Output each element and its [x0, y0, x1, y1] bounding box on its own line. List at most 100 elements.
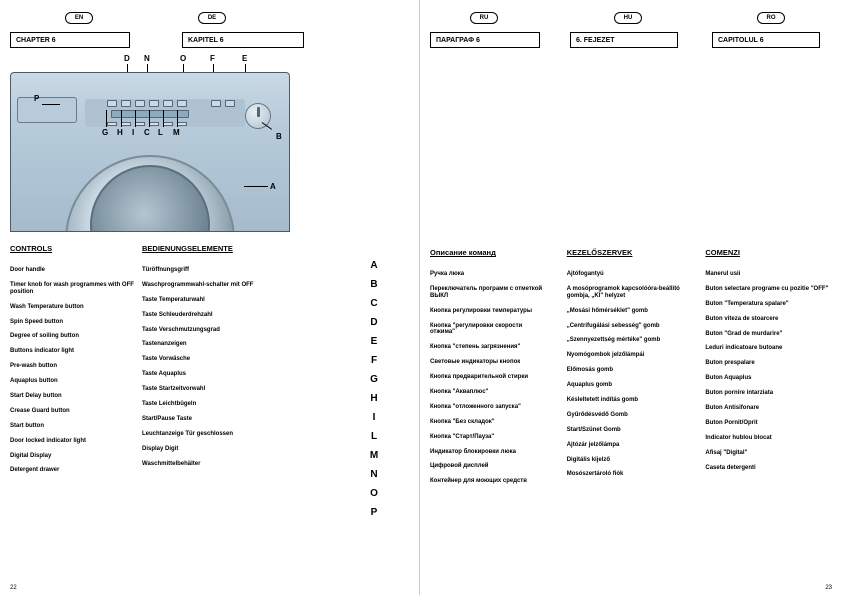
- chapter-en: CHAPTER 6: [10, 32, 130, 48]
- list-item: Indicator hublou blocat: [705, 435, 832, 442]
- heading-en: CONTROLS: [10, 244, 136, 253]
- letter-ref: C: [362, 298, 386, 309]
- machine-body: [10, 72, 290, 232]
- list-item: Ajtófogantyú: [567, 271, 694, 278]
- chapter-de: KAPITEL 6: [182, 32, 304, 48]
- chapter-hu: 6. FEJEZET: [570, 32, 678, 48]
- letter-ref: F: [362, 355, 386, 366]
- chapter-row-right: ПАРАГРАФ 6 6. FEJEZET CAPITOLUL 6: [430, 32, 832, 48]
- left-columns: CONTROLS Door handle Timer knob for wash…: [10, 244, 409, 518]
- list-item: Кнопка "отложенного запуска": [430, 404, 549, 411]
- list-item: Caseta detergenti: [705, 465, 832, 472]
- list-item: Buton "Temperatura spalare": [705, 301, 832, 308]
- list-item: Ручка люка: [430, 271, 549, 278]
- list-item: Кнопка регулировки температуры: [430, 308, 549, 315]
- callout-F: F: [210, 54, 215, 63]
- list-item: Переключатель программ с отметкой ВЫКЛ: [430, 286, 549, 300]
- lang-en-oval: EN: [65, 12, 93, 24]
- callout-P: P: [34, 94, 39, 103]
- list-item: Кнопка "Старт/Пауза": [430, 434, 549, 441]
- detergent-drawer: [17, 97, 77, 123]
- callout-O: O: [180, 54, 186, 63]
- list-item: Türöffnungsgriff: [142, 267, 272, 274]
- list-item: Előmosás gomb: [567, 367, 694, 374]
- list-item: Start button: [10, 423, 136, 430]
- list-item: Digitális kijelző: [567, 457, 694, 464]
- callout-G: G: [102, 128, 108, 137]
- page-num-right: 23: [825, 585, 832, 591]
- list-item: Spin Speed button: [10, 319, 136, 326]
- list-item: Buton "Grad de murdarire": [705, 331, 832, 338]
- list-item: Buton Antisifonare: [705, 405, 832, 412]
- list-item: Wash Temperature button: [10, 304, 136, 311]
- list-item: Nyomógombok jelzőlámpái: [567, 352, 694, 359]
- letter-ref: G: [362, 374, 386, 385]
- callout-C: C: [144, 128, 150, 137]
- list-item: A mosóprogramok kapcsolóóra-beállító gom…: [567, 286, 694, 300]
- page-right: RU HU RO ПАРАГРАФ 6 6. FEJEZET CAPITOLUL…: [420, 0, 842, 595]
- list-item: Taste Temperaturwahl: [142, 297, 272, 304]
- chapter-ru: ПАРАГРАФ 6: [430, 32, 540, 48]
- list-item: Цифровой дисплей: [430, 463, 549, 470]
- list-item: Aquaplus button: [10, 378, 136, 385]
- letter-ref: P: [362, 507, 386, 518]
- right-columns: Описание команд Ручка люка Переключатель…: [430, 248, 832, 485]
- list-item: Buton prespalare: [705, 360, 832, 367]
- callout-D: D: [124, 54, 130, 63]
- letter-ref: I: [362, 412, 386, 423]
- list-item: Taste Leichtbügeln: [142, 401, 272, 408]
- page-num-left: 22: [10, 585, 17, 591]
- list-item: Start Delay button: [10, 393, 136, 400]
- list-item: Buton Aquaplus: [705, 375, 832, 382]
- list-item: Индикатор блокировки люка: [430, 449, 549, 456]
- letter-ref: D: [362, 317, 386, 328]
- letter-ref: A: [362, 260, 386, 271]
- lang-ru-oval: RU: [470, 12, 498, 24]
- list-item: Taste Vorwäsche: [142, 356, 272, 363]
- col-hu: KEZELŐSZERVEK Ajtófogantyú A mosóprogram…: [567, 248, 694, 485]
- heading-hu: KEZELŐSZERVEK: [567, 248, 694, 257]
- list-item: Taste Verschmutzungsgrad: [142, 327, 272, 334]
- washing-machine-diagram: D N O F E: [10, 54, 290, 234]
- list-item: Контейнер для моющих средств: [430, 478, 549, 485]
- list-item: Кнопка "Акваплюс": [430, 389, 549, 396]
- col-de: BEDIENUNGSELEMENTE Türöffnungsgriff Wasc…: [142, 244, 272, 518]
- lang-de-oval: DE: [198, 12, 226, 24]
- list-item: Кнопка "регулировки скорости отжима": [430, 323, 549, 337]
- list-item: Door handle: [10, 267, 136, 274]
- list-item: Taste Aquaplus: [142, 371, 272, 378]
- chapter-row-left: CHAPTER 6 KAPITEL 6: [10, 32, 409, 48]
- lang-row-right: RU HU RO: [430, 12, 832, 24]
- list-item: Taste Schleuderdrehzahl: [142, 312, 272, 319]
- callout-B: B: [276, 132, 282, 141]
- list-item: Leduri indicatoare butoane: [705, 345, 832, 352]
- letter-ref: L: [362, 431, 386, 442]
- list-item: Manerul usii: [705, 271, 832, 278]
- letter-ref: N: [362, 469, 386, 480]
- lang-ro-oval: RO: [757, 12, 785, 24]
- list-item: Késleltetett indítás gomb: [567, 397, 694, 404]
- letter-ref: H: [362, 393, 386, 404]
- chapter-ro: CAPITOLUL 6: [712, 32, 820, 48]
- letter-ref: E: [362, 336, 386, 347]
- list-item: Кнопка "Без складок": [430, 419, 549, 426]
- lang-hu-oval: HU: [614, 12, 642, 24]
- list-item: Buton selectare programe cu pozitie "OFF…: [705, 286, 832, 293]
- list-item: Start/Szünet Gomb: [567, 427, 694, 434]
- callout-I: I: [132, 128, 134, 137]
- col-ro: COMENZI Manerul usii Buton selectare pro…: [705, 248, 832, 485]
- col-ru: Описание команд Ручка люка Переключатель…: [430, 248, 549, 485]
- list-item: Detergent drawer: [10, 467, 136, 474]
- list-item: Pre-wash button: [10, 363, 136, 370]
- list-item: Tastenanzeigen: [142, 341, 272, 348]
- list-item: Degree of soiling button: [10, 333, 136, 340]
- callout-L: L: [158, 128, 163, 137]
- heading-ro: COMENZI: [705, 248, 832, 257]
- list-item: „Mosási hőmérséklet" gomb: [567, 308, 694, 315]
- heading-ru: Описание команд: [430, 248, 549, 257]
- letter-ref: B: [362, 279, 386, 290]
- list-item: Buton Pornit/Oprit: [705, 420, 832, 427]
- list-item: Кнопка "степень загрязнения": [430, 344, 549, 351]
- list-item: Leuchtanzeige Tür geschlossen: [142, 431, 272, 438]
- callout-A: A: [270, 182, 276, 191]
